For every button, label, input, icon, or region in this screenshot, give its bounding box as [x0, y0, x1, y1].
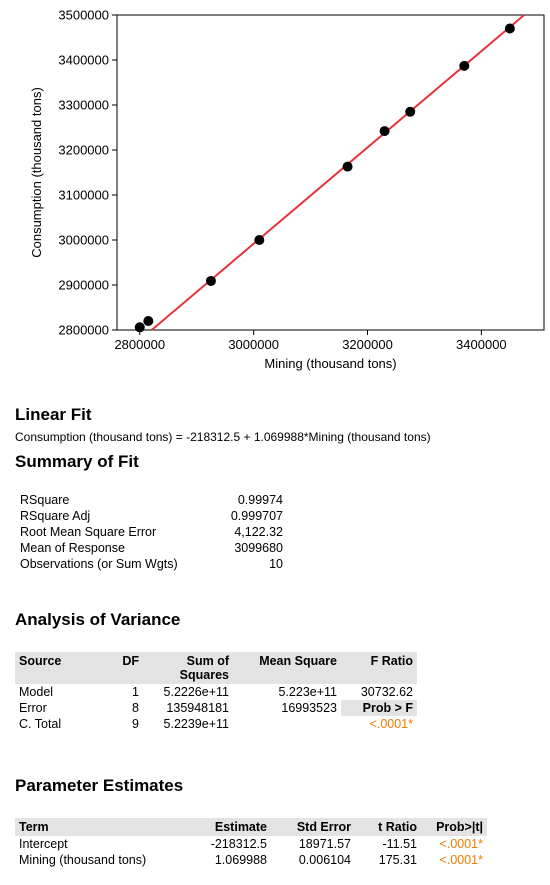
- pe-header-stderr: Std Error: [296, 820, 351, 834]
- pe-row: Mining (thousand tons) 1.069988 0.006104…: [15, 852, 487, 868]
- summary-label: Root Mean Square Error: [20, 525, 157, 539]
- anova-df: 8: [132, 701, 139, 715]
- anova-ms: 5.223e+11: [278, 685, 337, 699]
- anova-title: Analysis of Variance: [15, 610, 181, 629]
- data-point: [459, 60, 470, 71]
- data-point: [254, 235, 265, 245]
- x-tick-label: 2800000: [114, 337, 165, 352]
- pe-header-estimate: Estimate: [214, 820, 267, 834]
- anova-ss: 5.2239e+11: [163, 717, 229, 731]
- summary-label: Observations (or Sum Wgts): [20, 557, 178, 571]
- x-tick-label: 3000000: [228, 337, 279, 352]
- pe-estimate: -218312.5: [210, 837, 267, 851]
- summary-value: 0.99974: [237, 493, 283, 507]
- parameter-estimates-title: Parameter Estimates: [15, 776, 184, 795]
- y-tick-label: 2900000: [58, 278, 109, 293]
- anova-header-source: Source: [19, 654, 62, 668]
- anova-header-ss: Sum of Squares: [143, 652, 233, 684]
- anova-ss: 135948181: [166, 701, 229, 715]
- anova-prob-f-value: <.0001*: [369, 717, 413, 731]
- summary-label: RSquare Adj: [20, 509, 91, 523]
- summary-row: Observations (or Sum Wgts) 10: [16, 556, 287, 572]
- y-tick-label: 3200000: [58, 143, 109, 158]
- data-point: [342, 161, 353, 172]
- summary-row: RSquare 0.99974: [16, 492, 287, 508]
- anova-table: Source DF Sum of Squares Mean Square F Ra…: [15, 652, 417, 732]
- y-tick-label: 3000000: [58, 233, 109, 248]
- pe-header-prob: Prob>|t|: [436, 820, 483, 834]
- anova-f: 30732.62: [360, 685, 413, 699]
- pe-header-tratio: t Ratio: [378, 820, 417, 834]
- anova-df: 9: [132, 717, 139, 731]
- anova-df: 1: [132, 685, 139, 699]
- anova-header-f: F Ratio: [370, 654, 413, 668]
- anova-header-row: Source DF Sum of Squares Mean Square F Ra…: [15, 652, 417, 684]
- anova-row: Error 8 135948181 16993523 Prob > F: [15, 700, 417, 716]
- summary-value: 0.999707: [230, 509, 283, 523]
- x-tick-label: 3400000: [456, 337, 507, 352]
- y-tick-label: 3300000: [58, 98, 109, 113]
- scatter-plot: 2800000 2900000 3000000 3100000 3200000 33000…: [29, 8, 545, 371]
- data-point: [504, 23, 515, 34]
- pe-header-row: Term Estimate Std Error t Ratio Prob>|t|: [15, 818, 487, 836]
- x-tick-label: 3200000: [342, 337, 393, 352]
- y-tick-label: 3400000: [58, 53, 109, 68]
- anova-source: C. Total: [19, 717, 62, 731]
- anova-source: Error: [19, 701, 47, 715]
- anova-header-ss-line1: Sum of: [186, 654, 229, 668]
- anova-row: C. Total 9 5.2239e+11 <.0001*: [15, 716, 417, 732]
- summary-row: Mean of Response 3099680: [16, 540, 287, 556]
- pe-header-term: Term: [19, 820, 49, 834]
- anova-ms: [233, 716, 341, 732]
- anova-source: Model: [19, 685, 54, 699]
- data-point: [205, 275, 216, 286]
- summary-value: 3099680: [234, 541, 283, 555]
- anova-header-ss-line2: Squares: [179, 668, 229, 682]
- parameter-estimates-table: Term Estimate Std Error t Ratio Prob>|t|…: [15, 818, 487, 868]
- anova-prob-f-label: Prob > F: [341, 700, 417, 716]
- y-axis-label: Consumption (thousand tons): [29, 87, 44, 258]
- pe-term: Mining (thousand tons): [19, 853, 147, 867]
- pe-tratio: -11.51: [382, 837, 417, 851]
- fit-equation: Consumption (thousand tons) = -218312.5 …: [15, 430, 431, 444]
- summary-value: 4,122.32: [234, 525, 283, 539]
- summary-label: Mean of Response: [20, 541, 125, 555]
- y-tick-label: 2800000: [58, 323, 109, 338]
- data-point: [134, 322, 145, 333]
- summary-row: Root Mean Square Error 4,122.32: [16, 524, 287, 540]
- summary-value: 10: [269, 557, 283, 571]
- pe-estimate: 1.069988: [214, 853, 267, 867]
- pe-term: Intercept: [19, 837, 68, 851]
- data-point: [143, 316, 154, 326]
- summary-row: RSquare Adj 0.999707: [16, 508, 287, 524]
- anova-header-ms: Mean Square: [259, 654, 337, 668]
- linear-fit-title: Linear Fit: [15, 405, 92, 424]
- pe-prob: <.0001*: [439, 837, 483, 851]
- plot-frame: [116, 14, 545, 331]
- y-tick-label: 3500000: [58, 8, 109, 23]
- anova-ms: 16993523: [281, 701, 337, 715]
- anova-header-df: DF: [122, 654, 139, 668]
- anova-row: Model 1 5.2226e+11 5.223e+11 30732.62: [15, 684, 417, 700]
- summary-of-fit-title: Summary of Fit: [15, 452, 139, 471]
- pe-prob: <.0001*: [439, 853, 483, 867]
- anova-ss: 5.2226e+11: [163, 685, 229, 699]
- summary-label: RSquare: [20, 493, 70, 507]
- summary-of-fit-table: RSquare 0.99974 RSquare Adj 0.999707 Roo…: [16, 492, 287, 572]
- pe-stderr: 0.006104: [298, 853, 351, 867]
- pe-stderr: 18971.57: [298, 837, 351, 851]
- pe-row: Intercept -218312.5 18971.57 -11.51 <.00…: [15, 836, 487, 852]
- y-tick-label: 3100000: [58, 188, 109, 203]
- pe-tratio: 175.31: [378, 853, 417, 867]
- data-point: [379, 126, 390, 137]
- x-axis-label: Mining (thousand tons): [264, 356, 396, 371]
- data-point: [405, 106, 416, 117]
